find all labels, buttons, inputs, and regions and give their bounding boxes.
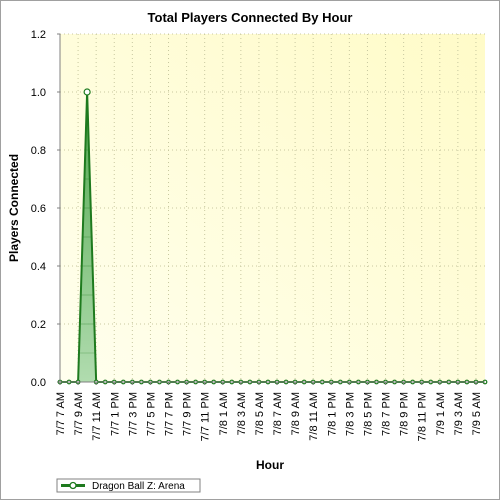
x-tick-label: 7/7 9 PM [182, 392, 194, 436]
legend-box [56, 478, 201, 493]
x-tick-label: 7/7 11 AM [91, 392, 103, 441]
y-tick-label: 0.8 [31, 145, 46, 157]
x-tick-label: 7/8 3 AM [236, 392, 248, 435]
x-tick-label: 7/7 3 PM [127, 392, 139, 436]
y-tick-label: 1.2 [31, 29, 46, 41]
x-tick-label: 7/8 9 AM [290, 392, 302, 435]
x-tick-label: 7/8 1 PM [326, 392, 338, 436]
data-point [83, 88, 91, 96]
x-tick-label: 7/7 1 PM [109, 392, 121, 436]
x-tick-label: 7/7 9 AM [73, 392, 85, 435]
legend: Dragon Ball Z: Arena [56, 478, 201, 493]
x-tick-label: 7/7 11 PM [200, 392, 212, 441]
x-tick-label: 7/8 5 PM [362, 392, 374, 436]
x-tick-label: 7/7 5 PM [145, 392, 157, 436]
y-axis-title: Players Connected [7, 154, 21, 262]
legend-swatch-marker [69, 481, 77, 490]
y-tick-labels: 0.0 0.2 0.4 0.6 0.8 1.0 1.2 [31, 29, 60, 389]
x-axis-title: Hour [256, 458, 284, 472]
y-tick-label: 1.0 [31, 87, 46, 99]
x-tick-label: 7/9 3 AM [453, 392, 465, 435]
x-tick-label: 7/8 11 AM [308, 392, 320, 441]
chart-title: Total Players Connected By Hour [148, 10, 353, 25]
y-tick-label: 0.2 [31, 319, 46, 331]
x-tick-label: 7/8 3 PM [344, 392, 356, 436]
x-tick-label: 7/8 9 PM [399, 392, 411, 436]
legend-label: Dragon Ball Z: Arena [92, 481, 185, 492]
x-tick-label: 7/7 7 AM [55, 392, 67, 435]
x-tick-label: 7/8 11 PM [417, 392, 429, 441]
x-tick-label: 7/8 7 PM [381, 392, 393, 436]
y-tick-label: 0.0 [31, 377, 46, 389]
x-tick-label: 7/8 5 AM [254, 392, 266, 435]
x-tick-label: 7/9 1 AM [435, 392, 447, 435]
x-tick-label: 7/8 7 AM [272, 392, 284, 435]
x-tick-label: 7/7 7 PM [164, 392, 176, 436]
x-tick-label: 7/8 1 AM [218, 392, 230, 435]
x-tick-labels: 7/7 7 AM 7/7 9 AM 7/7 11 AM 7/7 1 PM 7/7 3 P… [55, 382, 483, 441]
y-tick-label: 0.6 [31, 203, 46, 215]
x-tick-label: 7/9 5 AM [471, 392, 483, 435]
y-tick-label: 0.4 [31, 261, 46, 273]
